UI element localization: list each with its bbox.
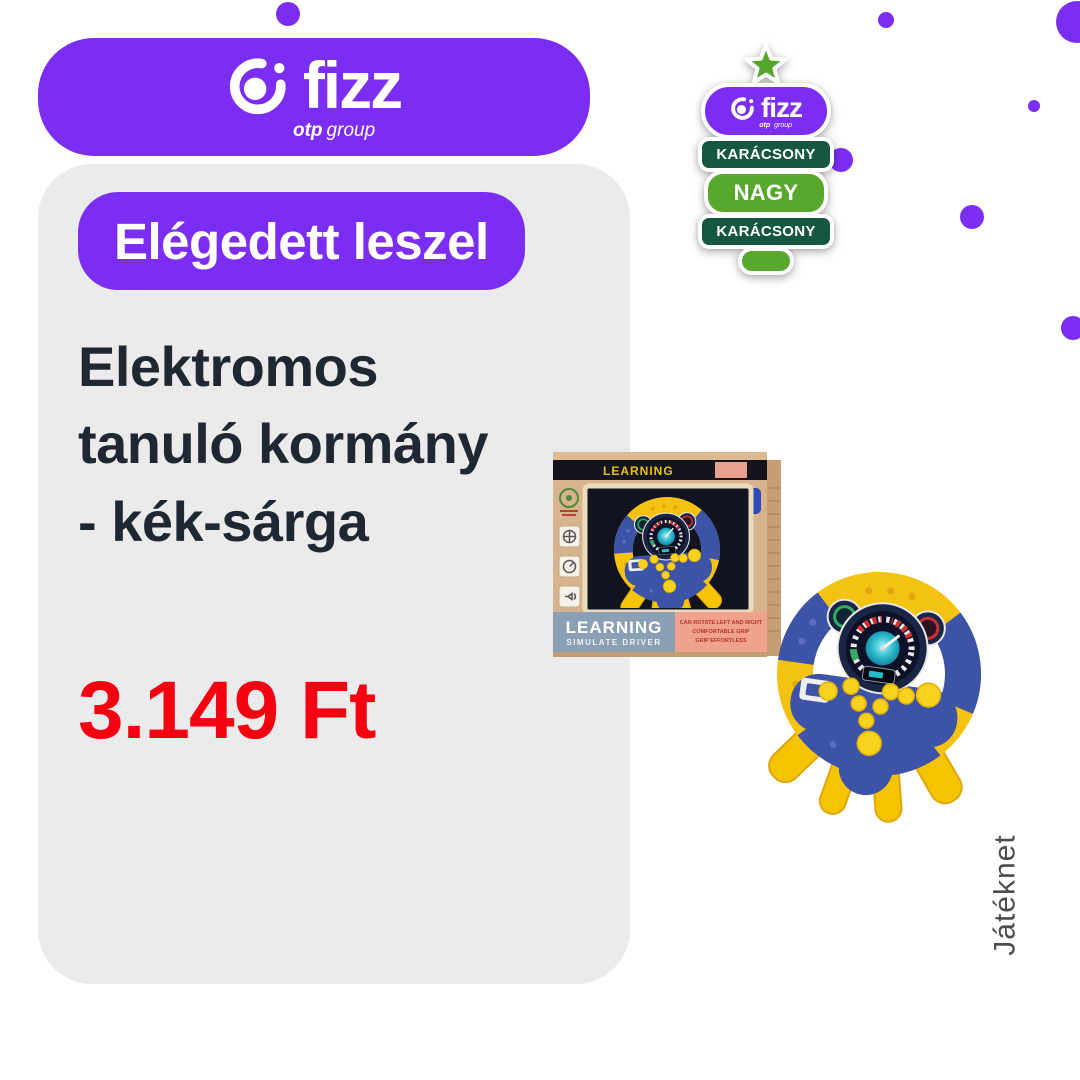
badge-fizz-pill: fizz otp group	[701, 83, 831, 139]
box-window	[582, 483, 754, 615]
offer-card: Elégedett leszel Elektromos tanuló kormá…	[38, 164, 630, 984]
promo-badge: Elégedett leszel	[78, 192, 525, 290]
product-title: Elektromos tanuló kormány - kék-sárga	[78, 335, 488, 553]
star-icon	[744, 43, 788, 85]
product-price: 3.149 Ft	[78, 664, 376, 756]
box-bottom-band: LEARNING SIMULATE DRIVER CAN ROTATE LEFT…	[553, 612, 767, 652]
badge-nagy: NAGY	[704, 170, 828, 216]
svg-text:LEARNING: LEARNING	[603, 464, 674, 478]
box-claim-1: CAN ROTATE LEFT AND RIGHT	[680, 620, 763, 626]
badge-trunk	[738, 247, 794, 275]
fizz-wordmark: fizz	[760, 91, 803, 123]
box-claim-2: COMFORTABLE GRIP	[692, 629, 750, 635]
box-name-line2: SIMULATE DRIVER	[566, 638, 661, 647]
decor-dot	[960, 205, 984, 229]
otp-group-label: otp group	[759, 121, 793, 129]
box-side-ridges	[768, 487, 780, 632]
decor-dot	[276, 2, 300, 26]
decor-dot	[1061, 316, 1080, 340]
box-claim-3: GRIP EFFORTLESS	[695, 638, 747, 644]
box-lid: LEARNING	[553, 452, 767, 480]
badge-karacsony-top: KARÁCSONY	[698, 137, 834, 172]
fizz-logo-mark-icon	[731, 96, 754, 120]
fizz-wordmark: fizz	[302, 48, 403, 122]
brand-banner: fizz otp group	[38, 38, 590, 156]
decor-dot	[1028, 100, 1040, 112]
box-side	[767, 460, 781, 656]
otp-group-label: otp group	[293, 120, 376, 141]
badge-karacsony-bottom: KARÁCSONY	[698, 214, 834, 249]
watermark-jateknet: Játéknet	[988, 834, 1022, 956]
decor-dot	[1056, 1, 1080, 43]
fizz-logo: fizz otp group	[227, 48, 403, 142]
fizz-logo-mark-icon	[229, 58, 286, 115]
product-box-image: LEARNING	[553, 452, 781, 657]
box-name-line1: LEARNING	[566, 618, 663, 637]
decor-dot	[878, 12, 894, 28]
holiday-badge: fizz otp group KARÁCSONY NAGY KARÁCSONY	[688, 42, 844, 275]
steering-wheel-image	[750, 538, 1008, 830]
